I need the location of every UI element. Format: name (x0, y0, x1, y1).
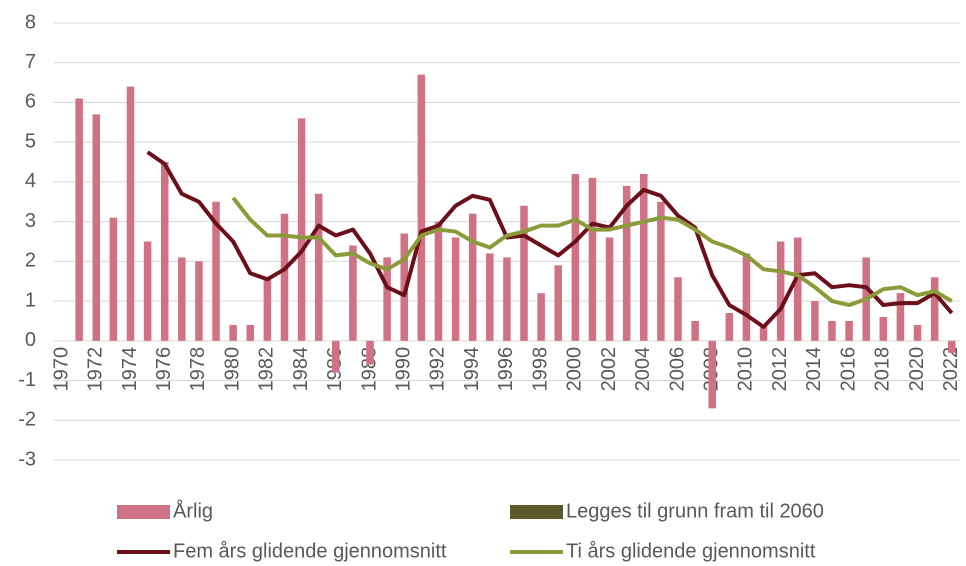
bar (109, 217, 118, 341)
bar (503, 257, 511, 341)
y-tick-label: -3 (18, 448, 36, 470)
x-tick-label: 1976 (153, 347, 175, 392)
bar (811, 301, 819, 341)
legend-swatch (510, 505, 563, 519)
x-tick-label: 2016 (837, 347, 859, 392)
x-tick-label: 1990 (393, 347, 415, 392)
x-tick-label: 2002 (598, 347, 620, 392)
x-tick-label: 1972 (85, 347, 107, 392)
bar (913, 324, 922, 341)
bar (468, 213, 477, 341)
bar (126, 86, 135, 341)
x-tick-label: 2012 (769, 347, 791, 392)
x-tick-label: 1996 (495, 347, 517, 392)
bar (657, 201, 665, 341)
bar (349, 245, 357, 341)
bar (708, 340, 716, 409)
legend-label: Fem års glidende gjennomsnitt (173, 540, 447, 562)
bar (92, 114, 101, 341)
bar (793, 237, 802, 341)
bar (947, 340, 956, 353)
y-tick-label: 1 (25, 289, 36, 311)
line (231, 196, 953, 308)
legend-label: Ti års glidende gjennomsnitt (566, 540, 816, 562)
y-tick-label: -1 (18, 369, 36, 391)
legend-swatch (117, 505, 170, 519)
x-tick-label: 1998 (529, 347, 551, 392)
x-tick-label: 1982 (256, 347, 278, 392)
y-tick-label: 0 (25, 329, 36, 351)
bar (417, 74, 426, 341)
bar (486, 253, 494, 341)
bar (332, 340, 340, 373)
bar (588, 177, 597, 341)
x-tick-label: 1988 (358, 347, 380, 392)
bar (75, 98, 83, 341)
x-tick-label: 1984 (290, 347, 312, 392)
bar (554, 265, 562, 341)
x-tick-label: 2000 (564, 347, 586, 392)
x-tick-label: 1994 (461, 347, 483, 392)
bar (691, 320, 699, 341)
bar (674, 277, 682, 341)
y-tick-label: 6 (25, 91, 36, 113)
bar (143, 241, 152, 341)
bar (246, 324, 255, 341)
x-tick-label: 2004 (632, 347, 654, 392)
bar (571, 173, 580, 341)
bar (229, 324, 237, 341)
bar (605, 237, 614, 341)
y-tick-label: 5 (25, 130, 36, 152)
x-tick-label: 2006 (666, 347, 688, 392)
bar (195, 261, 203, 341)
bar (759, 324, 768, 341)
bar (451, 237, 460, 341)
y-tick-label: 7 (25, 51, 36, 73)
bar (537, 293, 545, 341)
bar (400, 233, 409, 341)
bar (280, 213, 289, 341)
bar (640, 173, 648, 341)
bar (366, 340, 374, 365)
bar (725, 313, 734, 341)
line (146, 150, 954, 329)
bar (314, 193, 323, 341)
bar (845, 320, 853, 341)
bar (776, 241, 785, 341)
x-tick-label: 1992 (427, 347, 449, 392)
bar (178, 257, 186, 341)
y-tick-label: 2 (25, 250, 36, 272)
legend-label: Legges til grunn fram til 2060 (566, 500, 824, 522)
bar (434, 221, 443, 341)
x-tick-label: 2022 (940, 347, 962, 392)
bar (896, 293, 905, 341)
x-tick-label: 2014 (803, 347, 825, 392)
y-tick-label: 3 (25, 210, 36, 232)
bar (828, 320, 836, 341)
y-tick-label: 4 (25, 170, 36, 192)
bar (622, 185, 631, 341)
x-tick-label: 2020 (906, 347, 928, 392)
x-tick-label: 1970 (50, 347, 72, 392)
x-tick-label: 2010 (735, 347, 757, 392)
bar (520, 205, 528, 341)
bar (297, 118, 306, 341)
bar (879, 316, 888, 341)
bar (383, 257, 391, 341)
x-tick-label: 1974 (119, 347, 141, 392)
legend-label: Årlig (173, 499, 213, 522)
x-tick-label: 1980 (221, 347, 243, 392)
bar (742, 253, 751, 341)
bar (930, 277, 939, 341)
x-tick-label: 2018 (872, 347, 894, 392)
bar (263, 277, 272, 341)
y-tick-label: -2 (18, 409, 36, 431)
y-tick-label: 8 (25, 11, 36, 33)
x-tick-label: 1978 (187, 347, 209, 392)
bar (212, 201, 220, 341)
bar (160, 162, 169, 341)
